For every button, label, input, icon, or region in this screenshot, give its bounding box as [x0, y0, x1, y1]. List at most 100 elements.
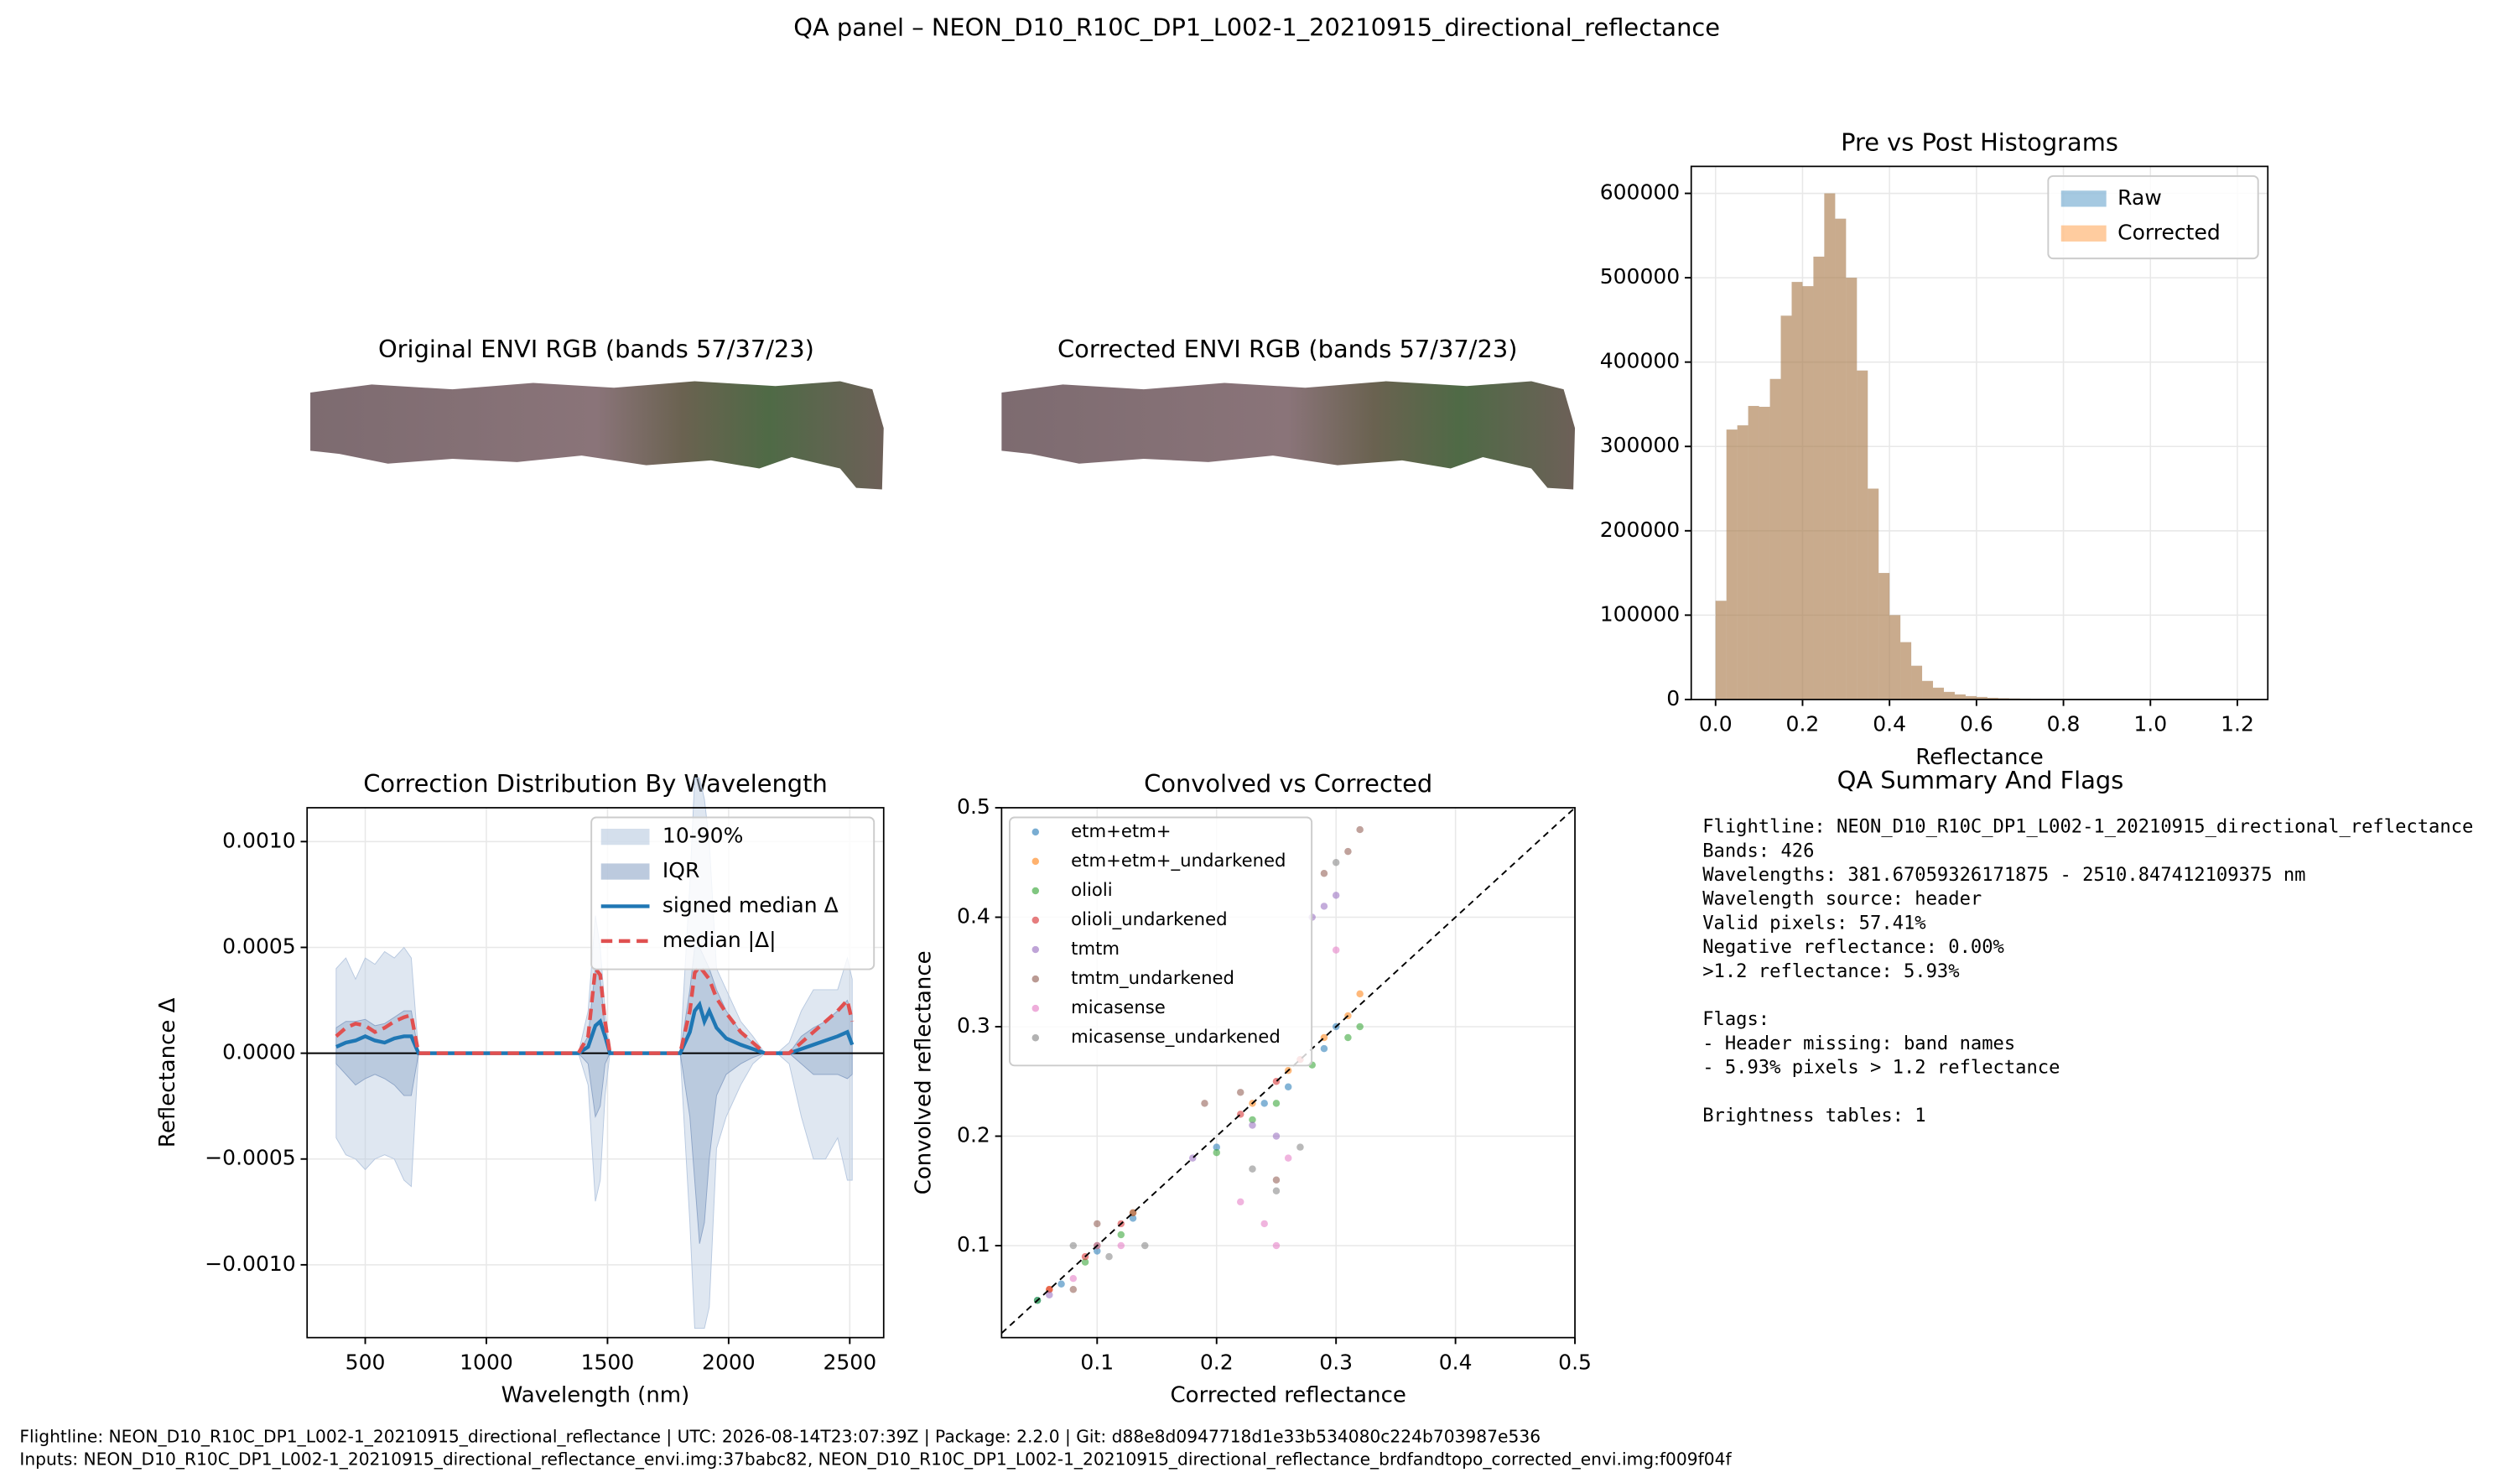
rgb-panel: Original ENVI RGB (bands 57/37/23) [310, 335, 884, 490]
summary-line: >1.2 reflectance: 5.93% [1702, 960, 1959, 982]
legend-label: micasense [1071, 996, 1166, 1017]
footer-line: Flightline: NEON_D10_R10C_DP1_L002-1_202… [19, 1427, 1541, 1447]
summary-line: Wavelength source: header [1702, 888, 1982, 910]
legend-marker [1031, 1004, 1040, 1012]
legend-marker [1031, 1033, 1040, 1042]
histogram-bar [1857, 370, 1868, 700]
scatter-point [1141, 1241, 1149, 1250]
y-tick-label: 0.5 [957, 794, 990, 819]
plot-frame [1000, 807, 1576, 1339]
scatter-point [1344, 847, 1352, 856]
histogram-bar [1922, 680, 1934, 700]
histogram-bar [1769, 378, 1781, 700]
x-tick-label: 0.4 [1439, 1350, 1473, 1374]
suptitle: QA panel – NEON_D10_R10C_DP1_L002-1_2021… [793, 13, 1720, 42]
y-tick-label: 0.4 [957, 903, 990, 928]
histogram-bar [1878, 573, 1890, 700]
axes: Correction Distribution By Wavelength 500… [155, 769, 884, 1408]
legend-marker [1031, 945, 1040, 954]
histogram-bar [1933, 687, 1944, 700]
histogram-bar [1759, 406, 1770, 700]
y-tick-label: 0.1 [957, 1232, 990, 1257]
x-tick-label: 0.1 [1080, 1350, 1114, 1374]
scatter-point [1296, 1143, 1304, 1151]
scatter-point [1236, 1089, 1244, 1096]
legend-label: olioli_undarkened [1071, 908, 1227, 930]
plot-frame [306, 807, 885, 1339]
scatter-point [1057, 1280, 1065, 1288]
x-tick-label: 0.3 [1319, 1350, 1353, 1374]
scatter-point [1249, 1121, 1256, 1129]
legend-label: IQR [662, 858, 699, 882]
histogram-bar [1802, 286, 1814, 700]
x-tick-label: 2500 [823, 1350, 876, 1374]
x-tick-label: 0.5 [1558, 1350, 1592, 1374]
histogram-bar [1922, 680, 1934, 700]
summary-line: Flightline: NEON_D10_R10C_DP1_L002-1_202… [1702, 816, 2473, 838]
scatter-point [1260, 1220, 1268, 1228]
scatter-point [1081, 1258, 1089, 1266]
rgb-image [1001, 381, 1576, 490]
legend-label: etm+etm+_undarkened [1071, 850, 1286, 872]
flags-title: Flags: [1702, 1008, 1769, 1030]
histogram-bar [1726, 429, 1738, 700]
legend-label: Corrected [2117, 220, 2221, 244]
legend-marker [1031, 887, 1040, 895]
histogram-bar [1726, 429, 1738, 700]
y-tick-label: 500000 [1600, 264, 1681, 289]
chart-title: Convolved vs Corrected [1144, 769, 1432, 798]
y-tick-label: 600000 [1600, 180, 1681, 205]
chart-title: Pre vs Post Histograms [1841, 127, 2118, 156]
histogram-bar [1965, 695, 1977, 700]
y-tick-label: −0.0010 [205, 1251, 296, 1276]
histogram-bar [1813, 256, 1825, 700]
chart-title: Correction Distribution By Wavelength [363, 769, 828, 798]
histogram-bar [1857, 370, 1868, 700]
flag-line: - 5.93% pixels > 1.2 reflectance [1702, 1057, 2060, 1079]
legend-label: signed median Δ [662, 892, 839, 917]
summary-line: Wavelengths: 381.67059326171875 - 2510.8… [1702, 864, 2305, 886]
axes: Convolved vs Corrected 0.1 0.2 0.3 0.4 0.5 0.1… [911, 769, 1592, 1408]
legend-swatch [600, 829, 650, 846]
y-tick-label: 0.0005 [222, 934, 296, 958]
scatter-point [1356, 1022, 1364, 1031]
x-tick-label: 0.2 [1786, 712, 1820, 736]
scatter-point [1320, 1044, 1328, 1053]
histogram-bar [1759, 406, 1770, 700]
scatter-point [1320, 903, 1328, 910]
one-to-one-line [1000, 807, 1576, 1335]
histogram-bar [1943, 691, 1955, 700]
histogram-bar [1900, 642, 1912, 700]
histogram-bar [1748, 405, 1759, 700]
legend-swatch [2060, 190, 2107, 207]
legend-label: olioli [1071, 879, 1112, 900]
histogram-bar [1715, 601, 1727, 700]
flag-line: - Header missing: band names [1702, 1033, 2015, 1054]
legend-box [1009, 816, 1313, 1067]
summary-line: Bands: 426 [1702, 840, 1814, 861]
histogram-bar [1943, 691, 1955, 700]
histogram-bar [1889, 615, 1901, 700]
legend-label: micasense_undarkened [1071, 1026, 1281, 1048]
histogram-bar [1911, 665, 1923, 700]
scatter-point [1249, 1165, 1256, 1173]
histogram-bar [1824, 193, 1836, 700]
y-axis-label: Reflectance Δ [155, 997, 180, 1147]
y-tick-label: 100000 [1600, 601, 1681, 626]
scatter-point [1249, 1116, 1256, 1124]
scatter-point [1236, 1198, 1244, 1206]
y-tick-label: 0.0000 [222, 1040, 296, 1064]
histogram-bar [1976, 696, 1987, 700]
histogram-bar [1868, 488, 1879, 700]
histogram-bar [1987, 697, 1998, 700]
histogram-bar [1868, 488, 1879, 700]
histogram-bar [1878, 573, 1890, 700]
scatter-point [1105, 1252, 1113, 1261]
histogram-bar [1737, 425, 1748, 700]
legend-box [2047, 174, 2259, 260]
scatter-point [1129, 1215, 1137, 1222]
rgb-panel: Corrected ENVI RGB (bands 57/37/23) [1001, 335, 1576, 490]
x-axis-label: Corrected reflectance [1171, 1383, 1406, 1408]
scatter-point [1069, 1274, 1078, 1283]
legend-swatch [2060, 225, 2107, 242]
